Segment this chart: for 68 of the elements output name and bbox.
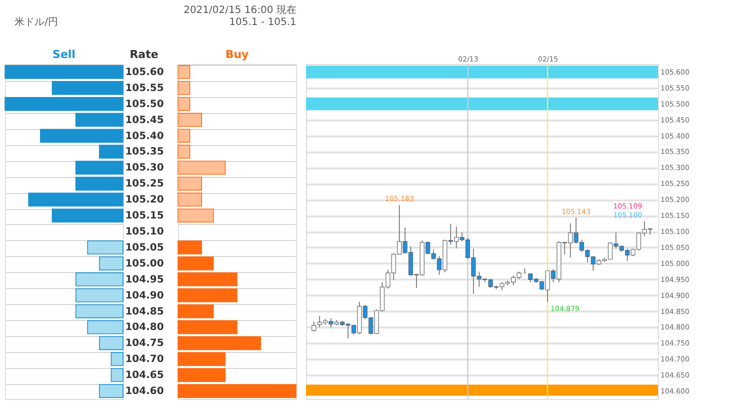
bar [87, 320, 124, 334]
bar [75, 304, 124, 318]
y-tick-label: 105.40 [125, 130, 164, 142]
text: Buy [225, 48, 249, 61]
bar [178, 352, 226, 366]
bar [178, 240, 202, 254]
y-tick-label: 104.65 [125, 370, 164, 382]
y-tick-label: 104.60 [125, 386, 164, 398]
bar [99, 144, 124, 159]
bar [4, 96, 124, 111]
bar [75, 160, 124, 175]
bar [99, 336, 124, 350]
bar [178, 288, 238, 302]
bar [178, 256, 214, 270]
bar [99, 256, 124, 270]
bar [178, 272, 238, 286]
bar [178, 144, 190, 159]
bar [28, 192, 124, 207]
y-tick-label: 105.10 [125, 226, 164, 238]
text: 2021/02/15 16:00 現在 [184, 4, 296, 16]
bar [52, 80, 124, 95]
y-tick-label: 105.20 [125, 194, 164, 206]
bar [178, 320, 238, 334]
text: 105.1 - 105.1 [229, 17, 296, 28]
y-tick-label: 105.15 [125, 210, 164, 222]
bar [178, 176, 202, 191]
y-tick-label: 105.35 [125, 146, 164, 158]
series-label: Sell [52, 48, 76, 61]
chart-title: 米ドル/円 [14, 16, 58, 28]
bar [75, 176, 124, 191]
bar [178, 80, 190, 95]
bar [99, 384, 124, 398]
bar [178, 336, 261, 350]
bar [75, 272, 124, 286]
bar [178, 96, 190, 111]
y-tick-label: 105.55 [125, 82, 164, 94]
y-tick-label: 105.60 [125, 66, 164, 78]
y-tick-label: 105.45 [125, 114, 164, 126]
y-tick-label: 104.90 [125, 290, 164, 302]
y-tick-label: 104.95 [125, 274, 164, 286]
bar [40, 128, 124, 143]
y-tick-label: 104.80 [125, 322, 164, 334]
bar [87, 240, 124, 254]
bar [75, 112, 124, 127]
bar [4, 65, 124, 79]
bar [75, 288, 124, 302]
y-tick-label: 105.30 [125, 162, 164, 174]
bar [178, 160, 226, 175]
y-tick-label: 104.70 [125, 354, 164, 366]
y-axis-title: Rate [130, 48, 158, 61]
bar [178, 192, 202, 207]
bar [178, 112, 202, 127]
bar [110, 368, 124, 382]
bar [110, 352, 124, 366]
y-tick-label: 104.75 [125, 338, 164, 350]
bar [52, 208, 124, 222]
bar [178, 368, 226, 382]
bar [178, 65, 190, 79]
bar [178, 384, 296, 398]
y-tick-label: 105.05 [125, 242, 164, 254]
y-tick-label: 105.25 [125, 178, 164, 190]
bar [178, 304, 214, 318]
y-tick-label: 105.00 [125, 258, 164, 270]
bar [178, 128, 190, 143]
y-tick-label: 105.50 [125, 98, 164, 110]
bar [178, 208, 214, 222]
y-tick-label: 104.85 [125, 306, 164, 318]
candlestick [312, 321, 316, 332]
